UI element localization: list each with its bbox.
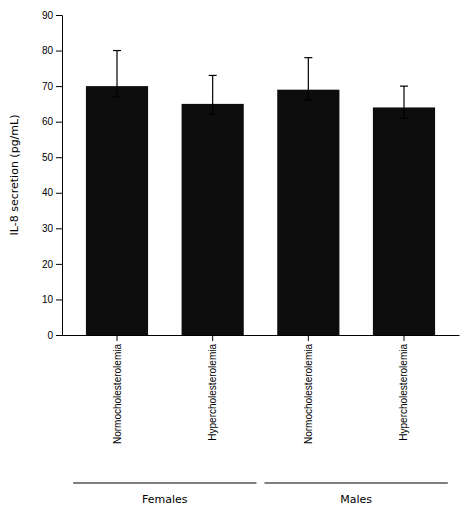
y-tick-mark xyxy=(56,86,62,87)
y-tick-label: 90 xyxy=(42,10,54,21)
error-bar xyxy=(113,51,121,97)
group-label: Females xyxy=(142,493,188,506)
y-tick-mark xyxy=(56,122,62,123)
error-bar-upper-cap xyxy=(400,86,408,87)
y-tick-mark xyxy=(56,264,62,265)
y-tick: 30 xyxy=(42,223,62,234)
bar xyxy=(182,104,244,335)
error-bar-upper xyxy=(308,58,309,90)
y-axis: 0 10 20 30 40 50 60 70 80 90 xyxy=(42,10,63,341)
y-tick: 80 xyxy=(42,45,62,56)
y-tick-mark xyxy=(56,228,62,229)
groups: Females Males xyxy=(73,483,448,506)
error-bar xyxy=(304,58,312,101)
y-tick-mark xyxy=(56,193,62,194)
x-tick: Hypercholesterolemia xyxy=(207,335,218,441)
x-axis: Normocholesterolemia Hypercholesterolemia… xyxy=(63,335,460,444)
plot: 0 10 20 30 40 50 60 70 80 90 IL-8 secretion (pg/mL… xyxy=(8,10,460,506)
y-tick-mark xyxy=(56,51,62,52)
error-bar-lower xyxy=(212,104,213,115)
y-tick-label: 10 xyxy=(42,294,54,305)
error-bar-upper xyxy=(403,86,404,107)
error-bar xyxy=(400,86,408,118)
error-bar-lower xyxy=(116,86,117,97)
y-tick: 0 xyxy=(47,330,62,341)
group-label: Males xyxy=(340,493,372,506)
error-bar-upper xyxy=(116,51,117,87)
error-bar-upper-cap xyxy=(209,75,217,76)
x-tick-mark xyxy=(308,335,309,341)
chart: 0 10 20 30 40 50 60 70 80 90 IL-8 secretion (pg/mL… xyxy=(0,0,474,520)
marks xyxy=(86,51,435,335)
bar xyxy=(373,107,435,335)
bar xyxy=(86,86,148,335)
y-tick: 40 xyxy=(42,187,62,198)
x-tick-mark xyxy=(403,335,404,341)
y-tick-label: 30 xyxy=(42,223,54,234)
error-bar-lower-cap xyxy=(400,118,408,119)
error-bar-upper-cap xyxy=(304,57,312,58)
error-bar-lower-cap xyxy=(209,114,217,115)
error-bar-upper xyxy=(212,75,213,103)
y-tick-mark xyxy=(56,299,62,300)
y-axis-title: IL-8 secretion (pg/mL) xyxy=(8,115,21,236)
y-tick: 20 xyxy=(42,259,62,270)
x-tick-label: Hypercholesterolemia xyxy=(398,344,409,441)
y-tick-label: 50 xyxy=(42,152,54,163)
y-tick-mark xyxy=(56,15,62,16)
y-tick-label: 60 xyxy=(42,116,54,127)
error-bar-upper-cap xyxy=(113,50,121,51)
x-tick: Hypercholesterolemia xyxy=(398,335,409,441)
group-line xyxy=(265,482,448,483)
y-tick-mark xyxy=(56,157,62,158)
x-tick-label: Hypercholesterolemia xyxy=(207,344,218,441)
error-bar xyxy=(209,75,217,114)
y-tick-label: 80 xyxy=(42,45,54,56)
x-tick: Normocholesterolemia xyxy=(112,335,123,444)
x-tick-mark xyxy=(212,335,213,341)
x-tick-label: Normocholesterolemia xyxy=(112,344,123,444)
y-axis-line xyxy=(56,16,63,336)
error-bar-lower xyxy=(308,90,309,101)
y-tick: 60 xyxy=(42,116,62,127)
y-tick-label: 70 xyxy=(42,81,54,92)
error-bar-lower-cap xyxy=(304,100,312,101)
x-tick: Normocholesterolemia xyxy=(303,335,314,444)
y-tick: 10 xyxy=(42,294,62,305)
x-tick-mark xyxy=(117,335,118,341)
y-tick: 70 xyxy=(42,81,62,92)
y-tick: 50 xyxy=(42,152,62,163)
error-bar-lower-cap xyxy=(113,96,121,97)
y-tick-label: 20 xyxy=(42,259,54,270)
bar xyxy=(277,90,339,335)
y-tick-label: 0 xyxy=(47,330,53,341)
group-line xyxy=(73,482,256,483)
error-bar-lower xyxy=(403,107,404,118)
x-axis-line xyxy=(63,335,460,336)
y-tick-mark xyxy=(56,335,62,336)
x-tick-label: Normocholesterolemia xyxy=(303,344,314,444)
y-tick: 90 xyxy=(42,10,62,21)
y-tick-label: 40 xyxy=(42,187,54,198)
